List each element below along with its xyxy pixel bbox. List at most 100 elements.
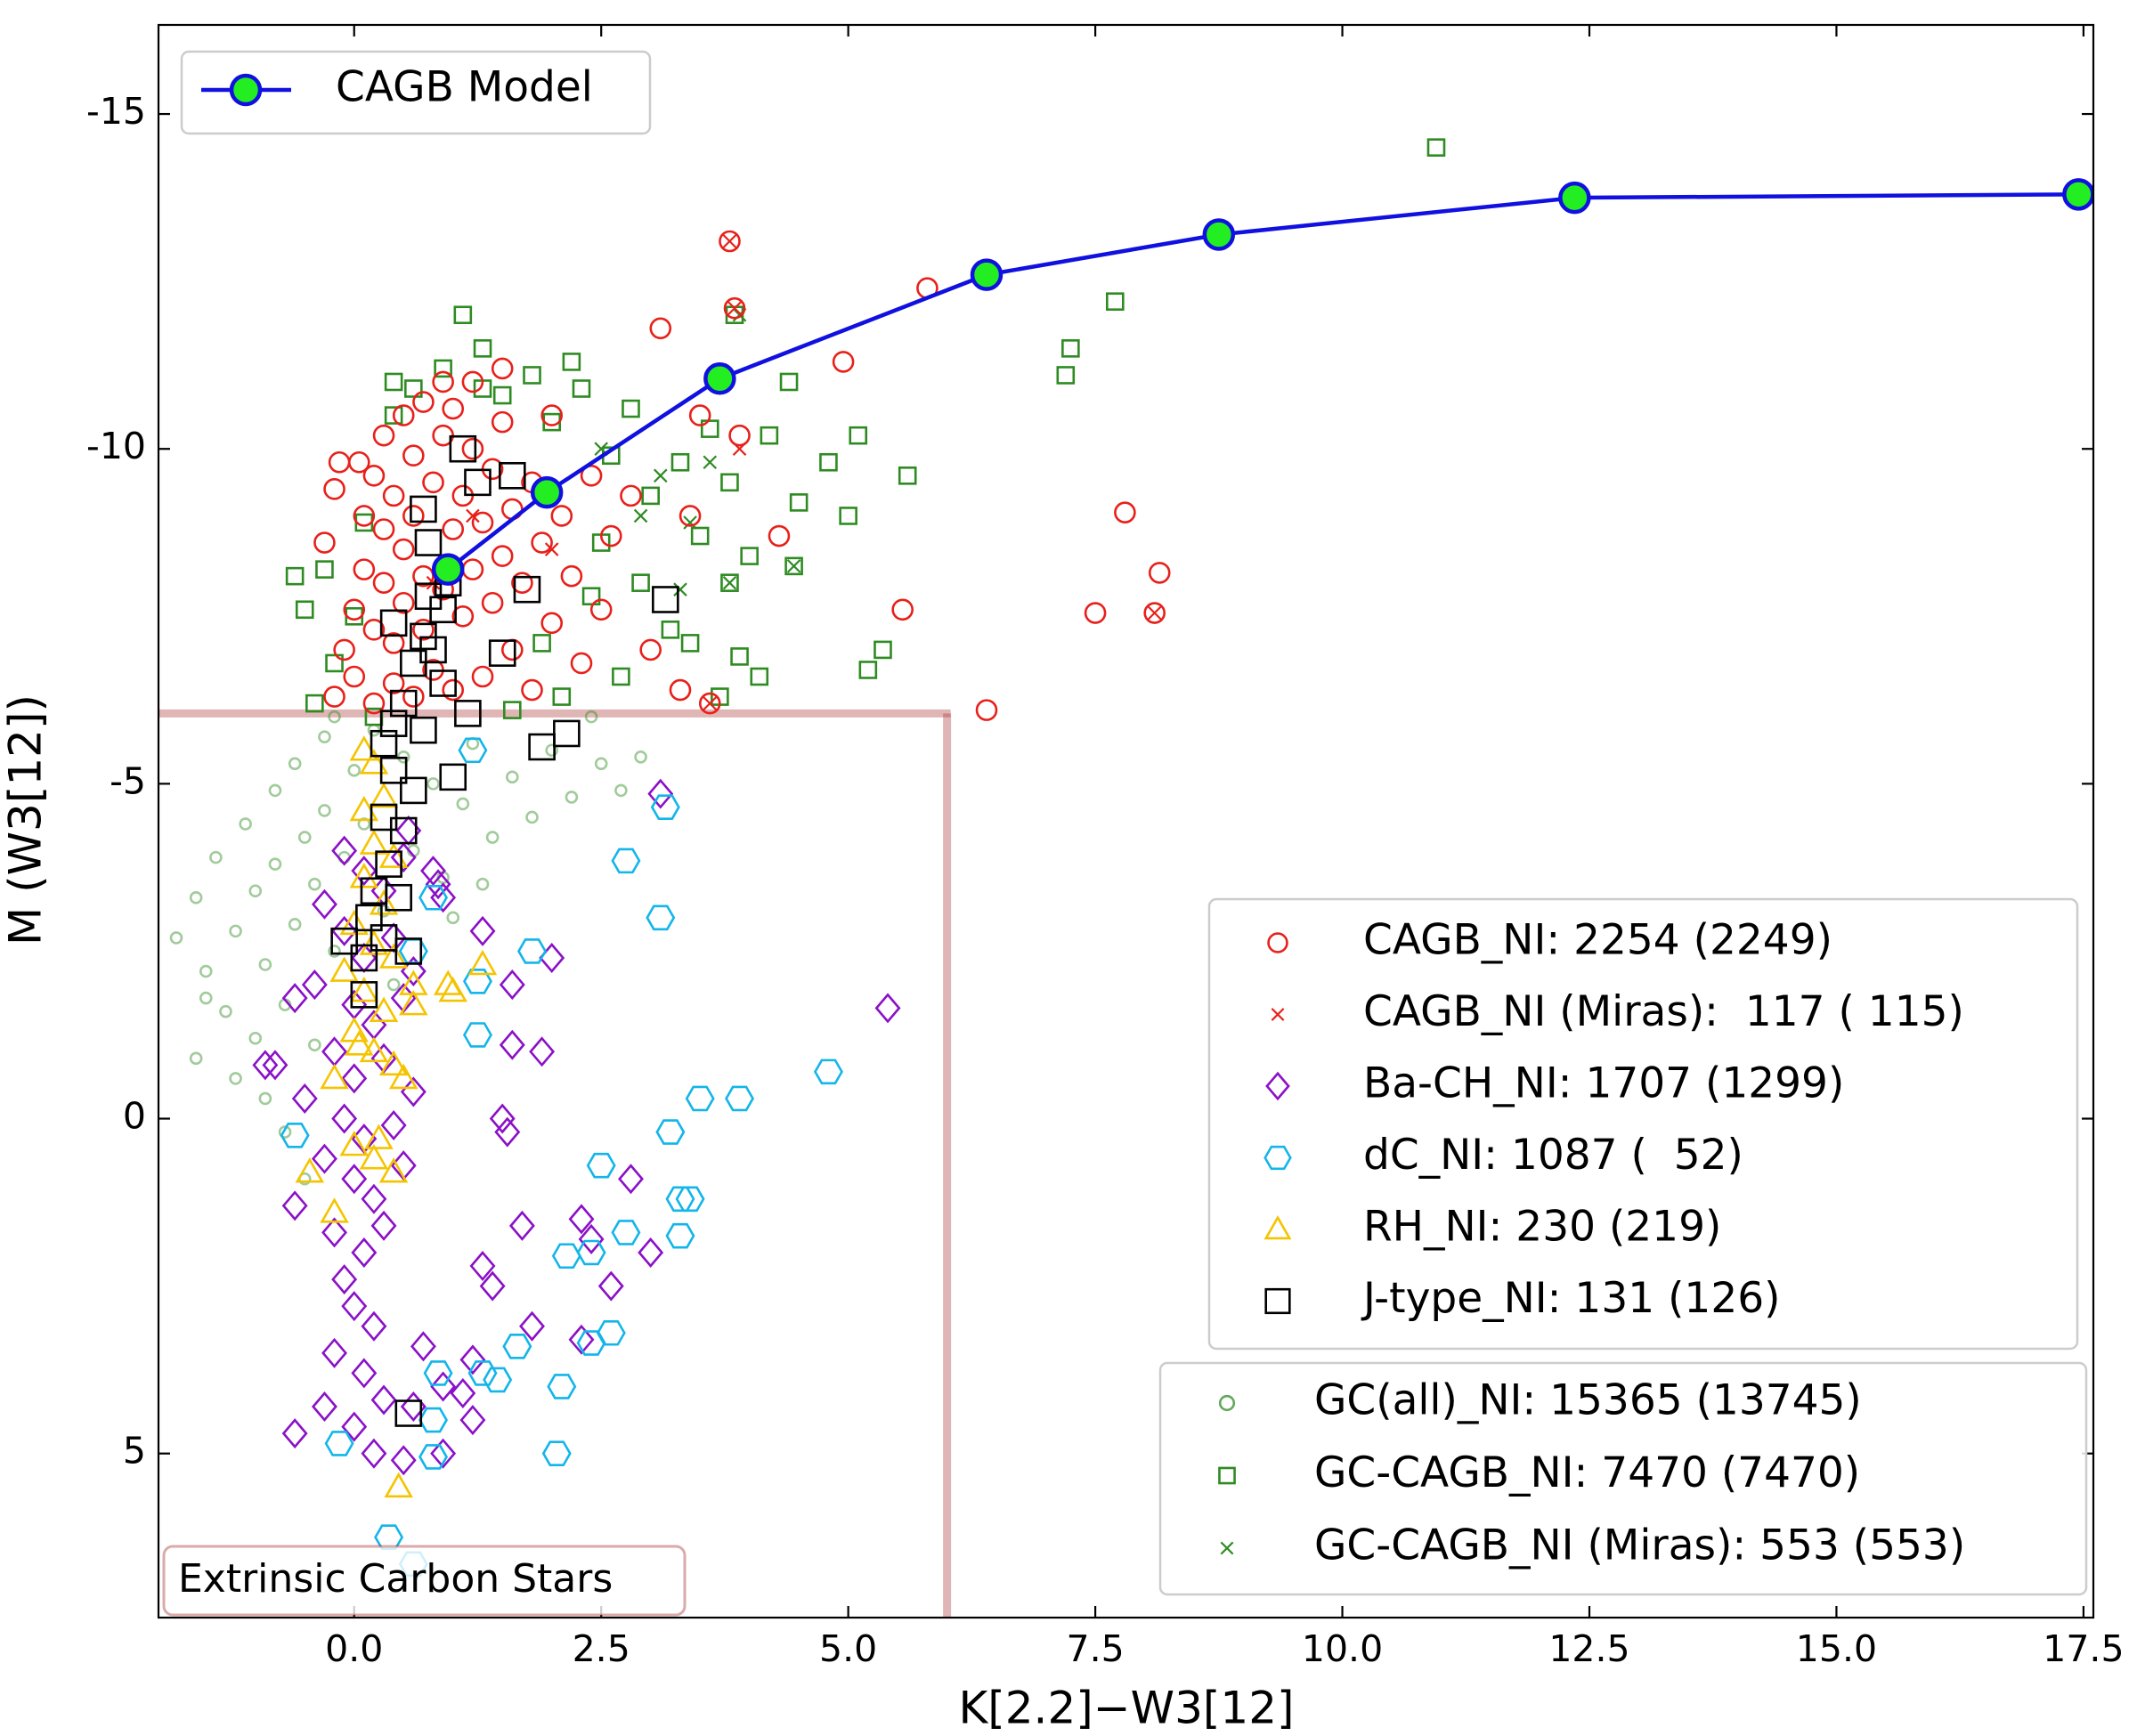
point (339, 909, 369, 936)
point (209, 850, 223, 864)
point (400, 649, 427, 677)
point (400, 776, 427, 805)
legend-entry: dC_NI: 1087 ( 52) (1264, 1131, 1743, 1180)
point (410, 716, 437, 744)
point (320, 1197, 349, 1223)
legend-label: GC-CAGB_NI: 7470 (7470) (1314, 1448, 1860, 1497)
point (328, 945, 341, 958)
point (678, 505, 702, 527)
point (732, 442, 747, 456)
point (359, 1144, 389, 1170)
point (394, 1399, 423, 1427)
plot-frame (157, 23, 2095, 1619)
point (462, 969, 492, 994)
point (418, 1444, 449, 1470)
point (540, 612, 564, 635)
point (466, 508, 480, 523)
point (459, 1405, 486, 1436)
point (540, 404, 564, 426)
point (479, 1270, 506, 1302)
point (1264, 1287, 1291, 1315)
point (494, 1116, 521, 1148)
point (370, 1210, 397, 1241)
point (727, 301, 742, 316)
point (380, 1110, 407, 1141)
x-tick-label: 12.5 (1548, 1627, 1629, 1670)
point (389, 816, 418, 845)
point (631, 573, 650, 592)
point (481, 591, 504, 614)
point (311, 1391, 337, 1423)
point (384, 372, 403, 392)
x-tick-label: 17.5 (2043, 1627, 2124, 1670)
point (349, 863, 379, 888)
legend-entry: CAGB_NI (Miras): 117 ( 115) (1271, 987, 1964, 1036)
point (384, 406, 403, 425)
x-tick-label: 5.0 (819, 1627, 877, 1670)
point (665, 1186, 695, 1213)
x-tick-label: 15.0 (1796, 1627, 1877, 1670)
point (359, 1036, 389, 1063)
plot-area (158, 138, 2093, 1618)
point (432, 370, 454, 393)
point (1114, 501, 1136, 523)
point (414, 529, 443, 556)
point (1148, 562, 1171, 584)
point (523, 366, 541, 385)
point (351, 856, 378, 887)
point (578, 1223, 605, 1254)
point (550, 505, 573, 527)
y-tick-label: -15 (86, 90, 146, 133)
point (301, 969, 328, 1001)
point (730, 647, 749, 666)
point (464, 468, 492, 497)
legend-entry: Ba-CH_NI: 1707 (1299) (1265, 1059, 1844, 1108)
point (1264, 1215, 1292, 1240)
point (349, 976, 379, 1002)
point (324, 1431, 354, 1456)
point (760, 426, 779, 445)
point (370, 729, 398, 758)
point (313, 531, 336, 554)
point (576, 1239, 606, 1266)
point (508, 1210, 535, 1241)
point (331, 835, 358, 866)
point (331, 1264, 358, 1295)
point (568, 1324, 595, 1355)
point (433, 969, 463, 995)
legend-entry: CAGB_NI: 2254 (2249) (1267, 916, 1832, 965)
point (288, 918, 302, 931)
point (586, 1152, 616, 1179)
point (412, 564, 435, 588)
point (750, 667, 769, 686)
point (422, 471, 444, 494)
point (339, 1130, 369, 1156)
point (469, 915, 496, 946)
point (562, 353, 581, 371)
point (321, 1217, 348, 1248)
point (320, 1063, 349, 1090)
point (898, 466, 917, 485)
point (633, 508, 648, 523)
point (431, 553, 465, 586)
point (532, 634, 551, 653)
y-tick-label: 5 (123, 1430, 146, 1472)
point (1105, 292, 1125, 312)
point (308, 1038, 321, 1052)
point (647, 778, 674, 809)
point (594, 757, 608, 771)
point (318, 804, 331, 817)
point (1061, 339, 1080, 358)
point (469, 1251, 496, 1282)
legend-label: GC(all)_NI: 15365 (13745) (1314, 1376, 1862, 1425)
point (768, 524, 791, 548)
point (359, 929, 389, 955)
point (544, 542, 559, 556)
point (392, 404, 415, 426)
point (839, 507, 857, 525)
point (333, 638, 355, 661)
point (740, 547, 759, 565)
point (331, 915, 358, 946)
point (372, 424, 395, 447)
